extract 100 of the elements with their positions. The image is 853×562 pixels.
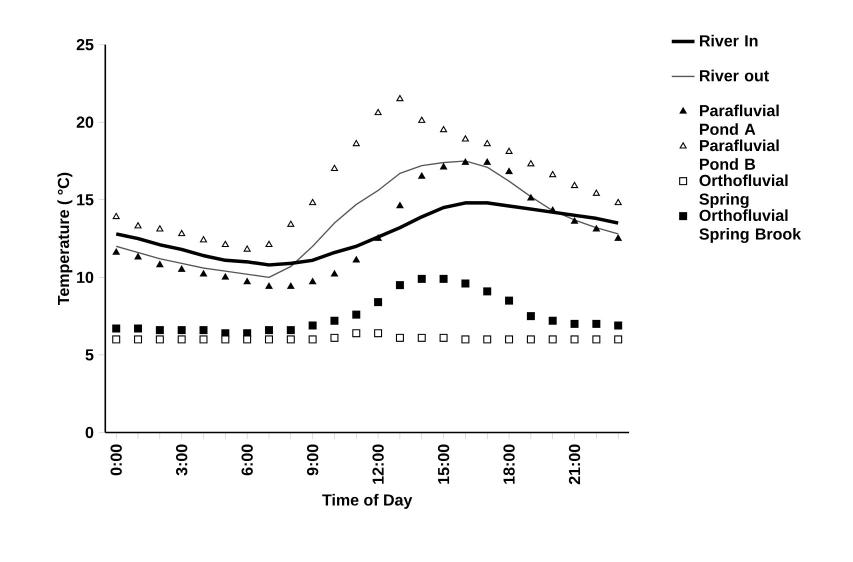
point: [330, 334, 338, 342]
point: [548, 335, 557, 344]
legend-label: Orthofluvial Spring: [699, 174, 788, 208]
legend-label: Orthofluvial Spring Brook: [699, 209, 802, 243]
x-tick-label: 9:00: [306, 444, 318, 476]
point: [221, 335, 230, 344]
x-tick-label: 6:00: [242, 444, 253, 476]
point: [549, 170, 556, 178]
point: [222, 240, 229, 247]
point: [200, 335, 208, 344]
point: [352, 328, 360, 337]
point: [592, 225, 600, 232]
line-series: [114, 200, 620, 266]
point: [592, 189, 600, 196]
point: [526, 335, 535, 344]
point: [134, 335, 142, 344]
point: [156, 260, 164, 267]
point: [352, 310, 360, 318]
point: [374, 234, 382, 241]
point: [527, 194, 534, 200]
point: [440, 274, 448, 283]
point: [614, 198, 622, 205]
x-tick-label: 21:00: [568, 444, 580, 484]
point: [374, 108, 382, 115]
point: [592, 320, 600, 328]
point: [440, 162, 448, 170]
point: [396, 202, 404, 208]
point: [570, 335, 579, 344]
point: [222, 273, 229, 280]
point: [506, 168, 513, 174]
point: [156, 225, 164, 232]
point: [418, 116, 426, 123]
x-tick-label: 15:00: [438, 444, 450, 484]
point: [330, 164, 338, 171]
point: [265, 282, 273, 289]
point: [527, 160, 534, 166]
y-tick-label: 20: [76, 116, 94, 128]
y-tick-label: 10: [77, 271, 94, 283]
point: [396, 94, 404, 101]
point: [156, 326, 164, 334]
point: [614, 321, 622, 330]
point: [286, 326, 295, 334]
point: [308, 321, 317, 330]
point: [112, 324, 120, 332]
point: [396, 334, 404, 342]
point: [309, 278, 316, 284]
x-tick-label: 18:00: [503, 444, 515, 484]
point: [352, 256, 360, 262]
y-tick-label: 25: [76, 38, 94, 50]
point: [308, 335, 317, 344]
point: [374, 328, 382, 337]
point: [330, 270, 338, 276]
point: [309, 198, 316, 205]
legend-label: Parafluvial Pond B: [700, 139, 779, 170]
point: [200, 270, 208, 276]
point: [505, 296, 514, 304]
point: [462, 135, 469, 142]
point: [483, 335, 492, 344]
point: [506, 147, 513, 154]
y-axis-title: Temperature ( °C): [57, 172, 72, 305]
point: [461, 335, 470, 344]
point: [178, 230, 186, 236]
point: [396, 280, 404, 289]
point: [244, 245, 251, 252]
point: [592, 335, 600, 344]
point: [112, 248, 120, 255]
point: [178, 335, 186, 344]
point: [570, 182, 578, 188]
point: [200, 326, 208, 334]
point: [264, 326, 273, 334]
point: [134, 222, 142, 228]
point: [440, 334, 448, 342]
point: [484, 140, 491, 146]
point: [614, 335, 622, 344]
point: [134, 252, 142, 260]
point: [462, 158, 469, 165]
point: [570, 217, 578, 224]
point: [461, 279, 470, 288]
legend-label: River In: [700, 34, 758, 46]
point: [112, 335, 120, 344]
x-tick-label: 0:00: [110, 444, 122, 476]
legend-label: Parafluvial Pond A: [700, 104, 779, 135]
point: [265, 240, 273, 247]
y-tick-label: 5: [86, 349, 94, 360]
point: [352, 140, 360, 146]
point: [526, 312, 535, 320]
point: [374, 298, 382, 306]
x-tick-label: 3:00: [176, 444, 188, 476]
point: [156, 335, 164, 344]
y-tick-label: 0: [86, 426, 94, 438]
x-axis-title: Time of Day: [322, 494, 412, 509]
point: [418, 172, 426, 179]
point: [570, 320, 579, 328]
point: [178, 265, 186, 272]
point: [484, 158, 491, 165]
point: [244, 278, 251, 284]
point: [505, 335, 514, 344]
point: [286, 335, 295, 344]
point: [614, 234, 622, 241]
point: [287, 220, 294, 227]
